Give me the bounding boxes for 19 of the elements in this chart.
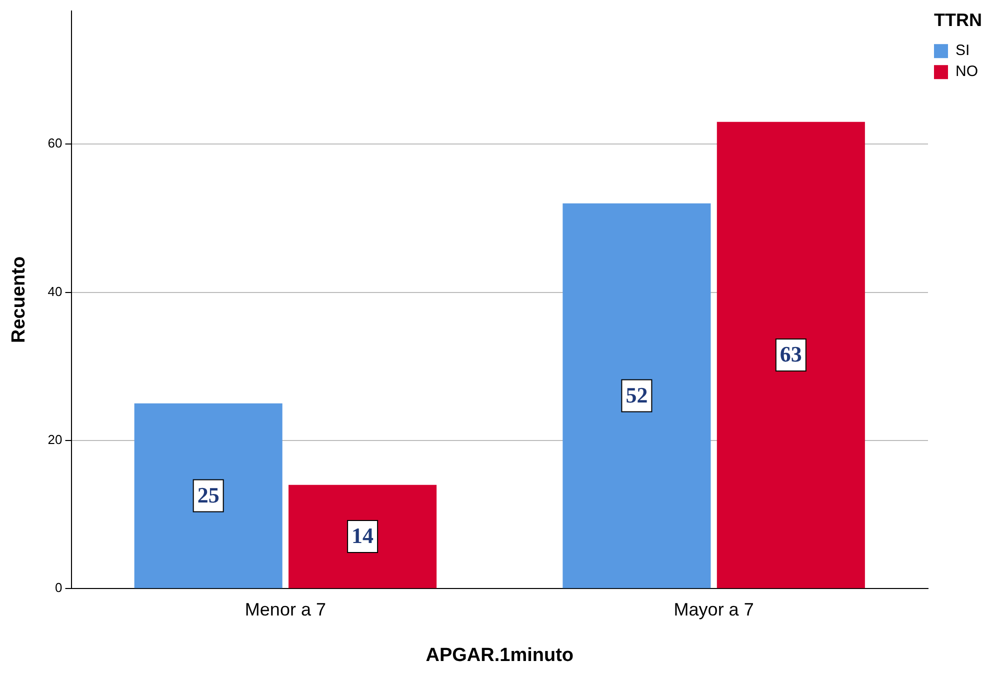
legend-label: SI (956, 42, 970, 60)
y-tick-label: 40 (48, 284, 62, 299)
legend-title: TTRN (934, 10, 982, 30)
data-label: 25 (197, 482, 220, 508)
bar (288, 484, 437, 588)
data-label: 14 (352, 523, 374, 548)
data-label: 63 (780, 342, 802, 367)
bar (716, 122, 865, 588)
x-tick-label: Mayor a 7 (674, 599, 754, 620)
x-axis-title: APGAR.1minuto (426, 644, 574, 666)
y-tick-label: 0 (55, 580, 62, 596)
y-axis-title: Recuento (8, 256, 30, 343)
data-label: 52 (626, 382, 648, 408)
legend-label: NO (956, 63, 978, 80)
y-tick-label: 60 (48, 136, 62, 151)
x-tick-label: Menor a 7 (244, 599, 326, 620)
y-tick-label: 20 (48, 432, 62, 448)
bar (134, 403, 282, 588)
bar (562, 203, 711, 588)
